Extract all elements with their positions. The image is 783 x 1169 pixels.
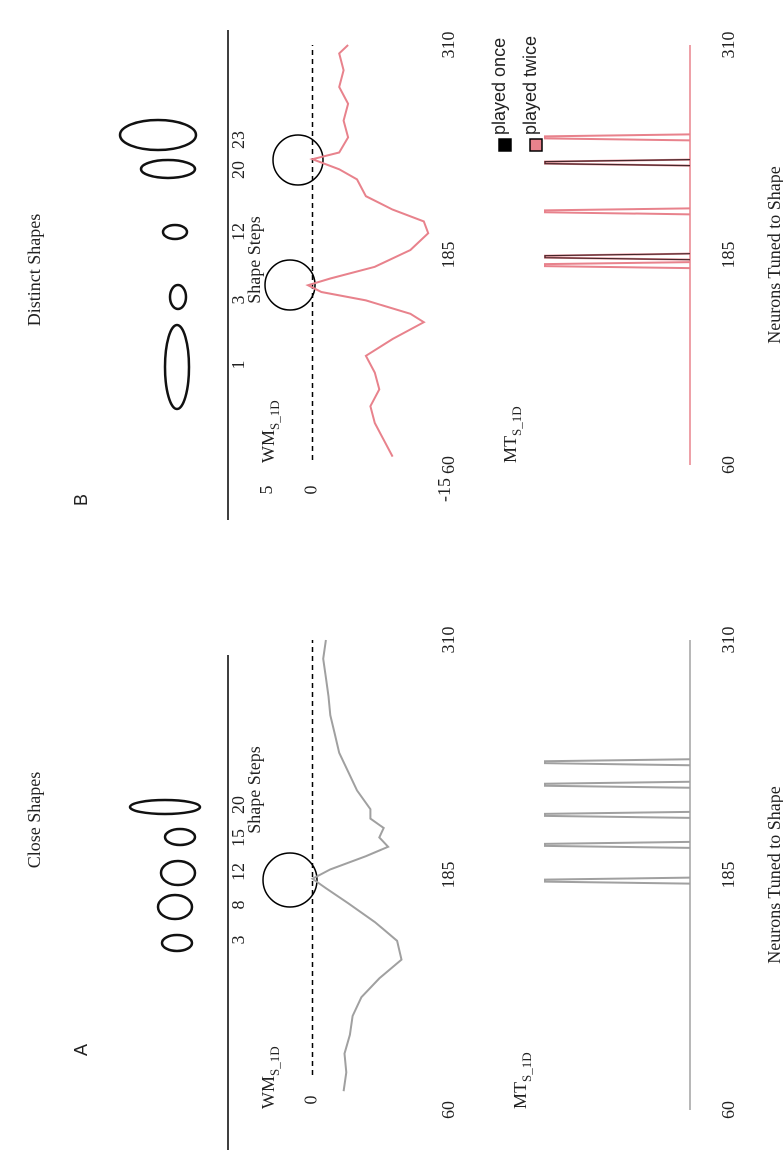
panel-label: A (71, 1044, 91, 1056)
y-axis-label: WMS_1D (258, 1046, 282, 1109)
shape-step-label: 3 (228, 296, 248, 305)
shape-step-label: 12 (228, 223, 248, 241)
y-axis-label-sub: S_1D (267, 400, 282, 430)
shape-icon (118, 118, 198, 152)
y-axis-label: MTS_1D (500, 406, 524, 463)
spike (544, 133, 691, 142)
shape-icon (168, 283, 188, 311)
wm-curve (310, 639, 403, 1092)
x-axis-label: Neurons Tuned to Shape (764, 166, 783, 344)
y-axis-label-main: MT (500, 436, 520, 463)
highlight-circle (264, 259, 316, 311)
y-axis-label-main: WM (258, 430, 278, 463)
y-axis-label: MTS_1D (510, 1052, 534, 1109)
x-tick-label: 185 (718, 862, 738, 889)
y-axis-label-sub: S_1D (519, 1052, 534, 1082)
x-tick-label: 310 (718, 32, 738, 59)
panel-label: B (71, 494, 91, 506)
x-axis-label: Neurons Tuned to Shape (764, 786, 783, 964)
panel-title: Distinct Shapes (24, 214, 44, 327)
highlight-circle (262, 852, 318, 908)
shape-axis-label: Shape Steps (244, 216, 264, 304)
spike (544, 758, 691, 767)
shape-step-label: 23 (228, 131, 248, 149)
x-tick-label: 60 (718, 1101, 738, 1119)
legend-swatch (529, 138, 543, 152)
spike (544, 876, 691, 885)
spike (544, 253, 691, 261)
x-tick-label: 310 (438, 627, 458, 654)
x-tick-label: 185 (438, 242, 458, 269)
x-tick-label: 185 (718, 242, 738, 269)
y-tick-label: 5 (256, 486, 276, 495)
x-tick-label: 60 (438, 1101, 458, 1119)
panel-title: Close Shapes (24, 772, 44, 869)
shape-icon (159, 859, 197, 887)
y-axis-label-main: WM (258, 1076, 278, 1109)
y-axis-label: WMS_1D (258, 400, 282, 463)
y-tick-label: 0 (301, 1096, 321, 1105)
y-tick-label: -15 (434, 478, 454, 502)
shape-icon (128, 798, 202, 816)
shape-step-label: 1 (228, 361, 248, 370)
spike (544, 780, 691, 789)
spike (544, 159, 691, 167)
spike (544, 810, 691, 819)
shape-step-label: 20 (228, 161, 248, 179)
wm-curve (305, 44, 430, 458)
legend-swatch (498, 138, 512, 152)
spike (544, 261, 691, 270)
shape-step-label: 12 (228, 863, 248, 881)
shape-step-label: 15 (228, 829, 248, 847)
highlight-circle (272, 134, 324, 186)
shape-axis-label: Shape Steps (244, 746, 264, 834)
shape-step-label: 8 (228, 901, 248, 910)
x-tick-label: 60 (718, 456, 738, 474)
x-tick-label: 60 (438, 456, 458, 474)
shape-icon (163, 827, 197, 847)
spike (544, 840, 691, 849)
shape-icon (139, 158, 197, 180)
legend-label: played twice (520, 36, 540, 135)
shape-icon (163, 323, 191, 411)
y-axis-label-sub: S_1D (509, 406, 524, 436)
shape-step-label: 3 (228, 936, 248, 945)
shape-icon (156, 893, 194, 921)
y-tick-label: 0 (301, 486, 321, 495)
shape-step-label: 20 (228, 796, 248, 814)
y-axis-label-sub: S_1D (267, 1046, 282, 1076)
shape-icon (160, 933, 194, 953)
y-axis-label-main: MT (510, 1082, 530, 1109)
x-tick-label: 185 (438, 862, 458, 889)
legend-label: played once (489, 38, 509, 135)
shape-icon (161, 223, 189, 241)
x-tick-label: 310 (718, 627, 738, 654)
x-tick-label: 310 (438, 32, 458, 59)
spike (544, 207, 691, 216)
